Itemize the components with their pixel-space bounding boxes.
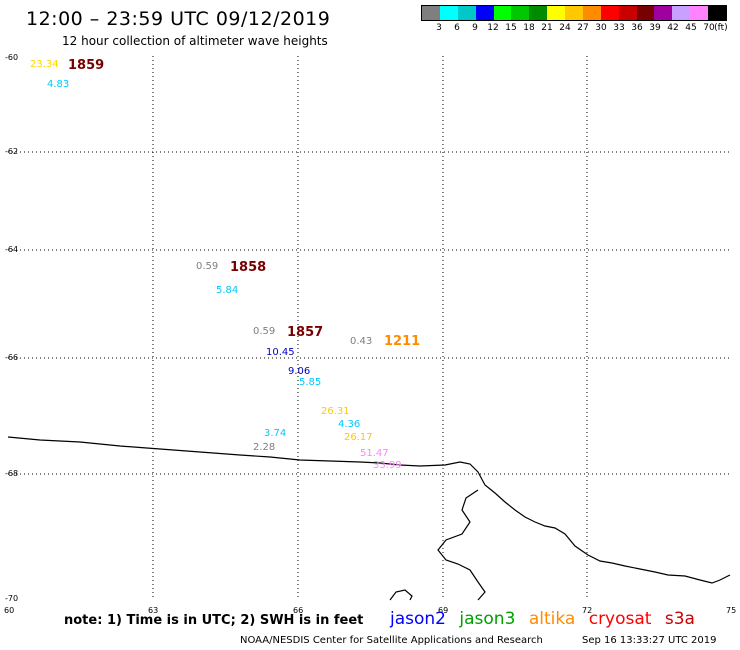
footer-timestamp: Sep 16 13:33:27 UTC 2019: [582, 635, 717, 646]
lon-label-72: 72: [582, 606, 593, 615]
lon-label-69: 69: [438, 606, 449, 615]
color-scale-label: 12: [487, 23, 499, 33]
lon-label-75: 75: [726, 606, 737, 615]
color-scale-labels: 3 6 9 12 15 18 21 24 27 30 33 36 39 42 45 70 (ft): [421, 21, 728, 33]
color-scale-swatch: [511, 6, 530, 20]
color-scale-swatch: [475, 6, 494, 20]
lat-label-68: -68: [5, 469, 19, 478]
satellite-legend-item: cryosat: [588, 609, 652, 629]
color-scale-label: 24: [559, 23, 571, 33]
swh-observation: 26.17: [344, 432, 373, 443]
swh-observation: 0.59: [196, 261, 219, 272]
swh-observation: 4.36: [338, 419, 361, 430]
footer-credit: NOAA/NESDIS Center for Satellite Applica…: [240, 635, 543, 646]
lon-label-66: 66: [293, 606, 304, 615]
color-scale-legend: 3 6 9 12 15 18 21 24 27 30 33 36 39 42 45 70 (ft): [421, 5, 728, 33]
swh-observation: 0.43: [350, 336, 373, 347]
color-scale-label: 27: [577, 23, 589, 33]
swh-observation: 51.47: [360, 448, 389, 459]
lat-lon-grid: [8, 56, 732, 600]
pass-time-label: 1858: [230, 260, 267, 275]
swh-observation: 5.85: [299, 377, 322, 388]
color-scale-label: 6: [454, 23, 460, 33]
color-scale-swatch: [672, 6, 691, 20]
lat-label-62: -62: [5, 147, 19, 156]
swh-observation: 5.84: [216, 285, 239, 296]
swh-observation: 2.28: [253, 442, 276, 453]
color-scale-swatch: [690, 6, 708, 20]
color-scale-label: 9: [472, 23, 478, 33]
color-scale-label: 33: [613, 23, 625, 33]
color-scale-label: 18: [523, 23, 535, 33]
pass-time-label: 1859: [68, 58, 105, 73]
satellite-legend-item: altika: [528, 609, 576, 629]
pass-time-label: 1211: [384, 334, 421, 349]
color-scale-label: 30: [595, 23, 607, 33]
satellite-legend: jason2 jason3 altika cryosat s3a: [390, 609, 703, 629]
swh-observation: 9.06: [288, 366, 311, 377]
color-scale-swatch: [565, 6, 583, 20]
color-scale-label: 36: [631, 23, 643, 33]
antarctic-coastline: [7, 436, 731, 584]
color-scale-swatch: [582, 6, 601, 20]
color-scale-label: 45: [685, 23, 697, 33]
satellite-legend-item: jason3: [459, 609, 516, 629]
color-scale-swatch: [636, 6, 655, 20]
color-scale-swatch: [439, 6, 458, 20]
color-scale-swatch: [654, 6, 673, 20]
map-subtitle: 12 hour collection of altimeter wave hei…: [62, 34, 328, 48]
lon-label-63: 63: [148, 606, 159, 615]
island-coastline: [389, 589, 413, 601]
lat-label-66: -66: [5, 353, 19, 362]
map-title: 12:00 – 23:59 UTC 09/12/2019: [26, 8, 331, 30]
color-scale-label: 42: [667, 23, 679, 33]
color-scale-swatch: [618, 6, 637, 20]
color-scale-unit: (ft): [714, 23, 728, 33]
lon-label-60: 60: [4, 606, 15, 615]
amery-ice-shelf-outline: [437, 489, 486, 601]
color-scale-bar: [421, 5, 727, 21]
color-scale-swatch: [529, 6, 548, 20]
color-scale-label: 15: [505, 23, 517, 33]
color-scale-label: 39: [649, 23, 661, 33]
swh-observation: 3.74: [264, 428, 287, 439]
satellite-legend-item: jason2: [390, 609, 446, 629]
pass-time-label: 1857: [287, 325, 324, 340]
swh-observation: 10.45: [266, 347, 295, 358]
swh-observation: 4.83: [47, 79, 70, 90]
swh-observation: 33.99: [373, 460, 402, 471]
lat-label-60: -60: [5, 53, 19, 62]
lat-label-64: -64: [5, 245, 19, 254]
color-scale-label: 21: [541, 23, 553, 33]
color-scale-swatch: [457, 6, 476, 20]
color-scale-label: 3: [436, 23, 442, 33]
swh-observation: 26.31: [321, 406, 350, 417]
footer-note: note: 1) Time is in UTC; 2) SWH is in fe…: [64, 613, 364, 628]
swh-observation: 0.59: [253, 326, 276, 337]
color-scale-swatch: [600, 6, 619, 20]
color-scale-label: 70: [703, 23, 715, 33]
color-scale-swatch: [493, 6, 512, 20]
color-scale-swatch: [708, 6, 726, 20]
color-scale-swatch: [547, 6, 565, 20]
satellite-legend-item: s3a: [664, 609, 695, 629]
color-scale-swatch: [422, 6, 440, 20]
swh-observation: 23.34: [30, 59, 59, 70]
lat-label-70: -70: [5, 594, 19, 603]
